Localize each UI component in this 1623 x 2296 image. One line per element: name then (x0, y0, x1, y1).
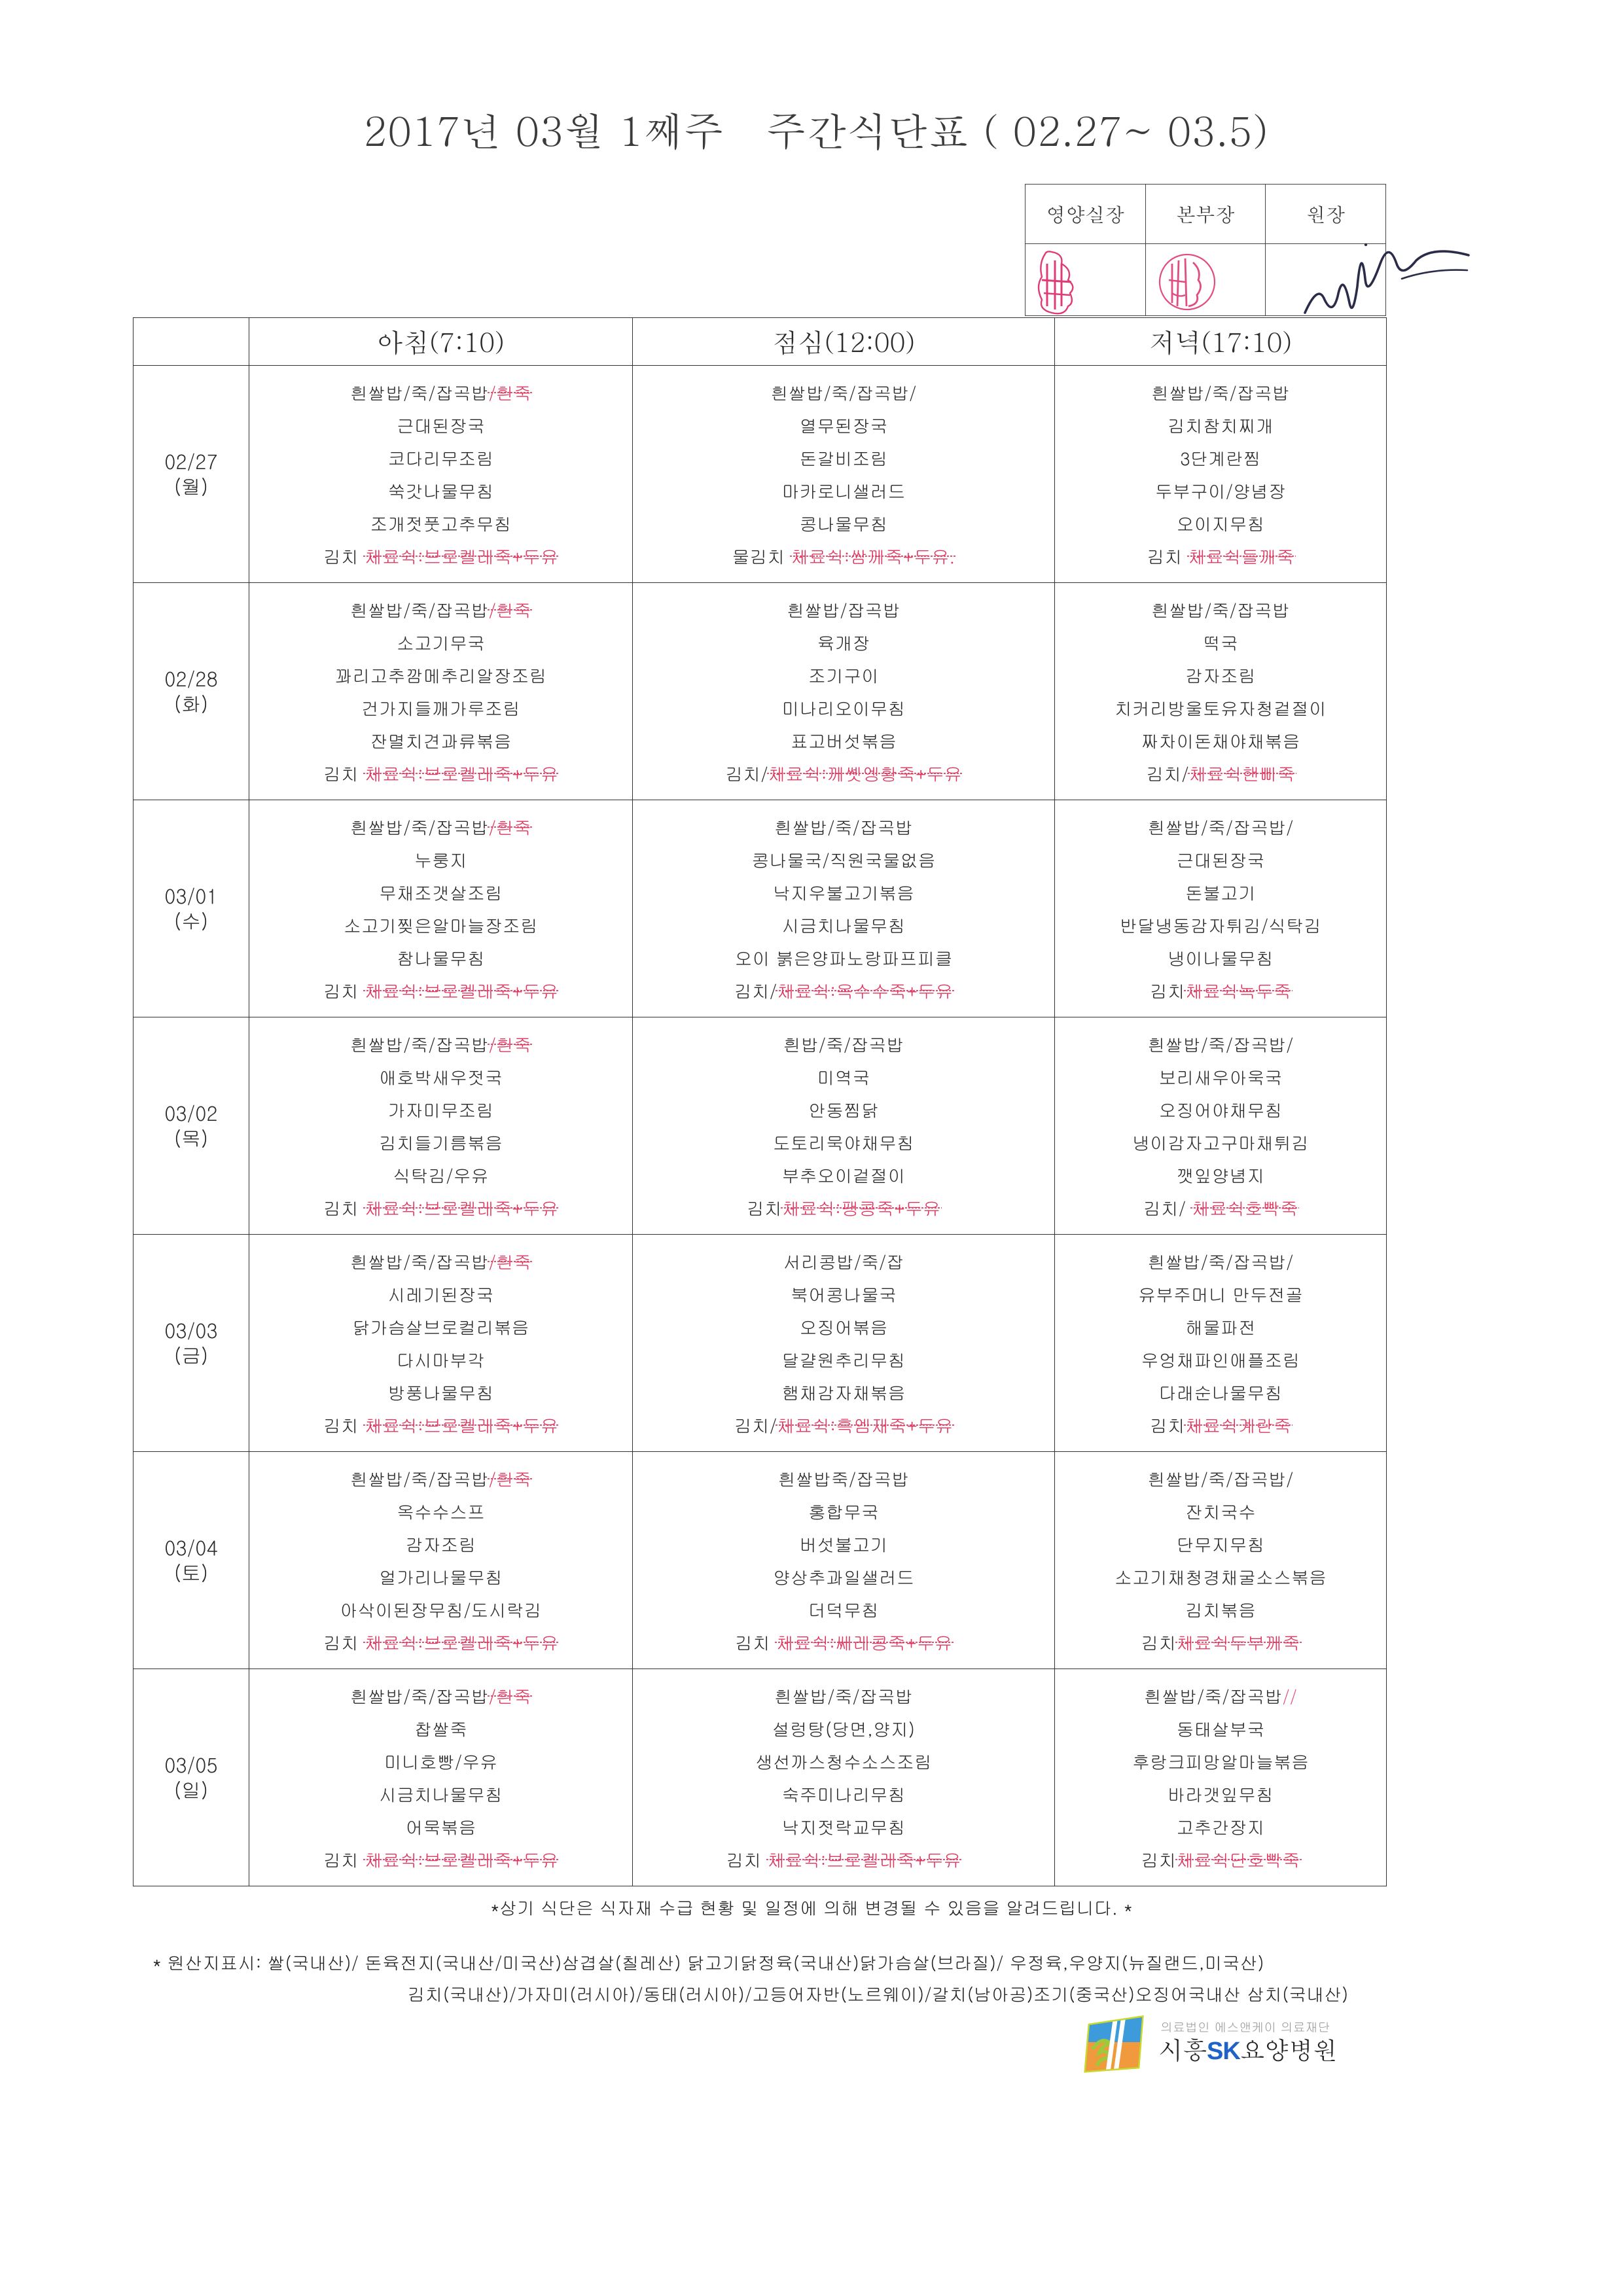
svg-text:시흥SK요양병원: 시흥SK요양병원 (1158, 2031, 1337, 2066)
